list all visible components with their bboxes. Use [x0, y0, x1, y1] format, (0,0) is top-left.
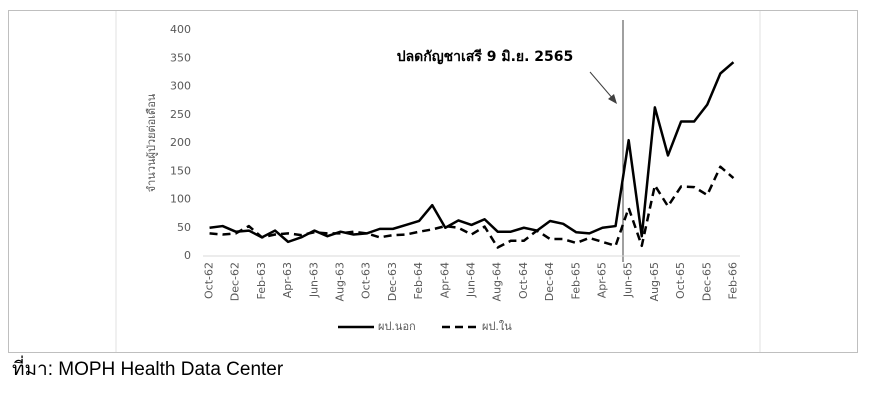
- x-tick-label: Oct-62: [203, 262, 216, 299]
- x-tick-label: Apr-64: [438, 262, 451, 298]
- x-tick-label: Jun-63: [307, 262, 320, 298]
- x-tick-label: Apr-65: [595, 262, 608, 298]
- legend-label: ผป.นอก: [378, 320, 416, 333]
- annotation-arrow: [589, 71, 615, 101]
- x-tick-label: Dec-65: [700, 262, 713, 301]
- x-tick-label: Aug-65: [648, 262, 661, 301]
- y-tick-label: 0: [184, 249, 191, 262]
- source: ที่มา: MOPH Health Data Center: [12, 355, 284, 380]
- arrow-head: [608, 94, 617, 104]
- x-tick-label: Apr-63: [281, 262, 294, 298]
- series-line: [209, 61, 735, 244]
- x-tick-label: Feb-66: [726, 262, 739, 299]
- annotation: ปลดกัญชาเสรี 9 มิ.ย. 2565: [397, 49, 574, 65]
- chart-frame: [8, 10, 858, 353]
- legend-label: ผป.ใน: [482, 320, 512, 333]
- y-axis-label: จำนวนผู้ป่วยต่อเดือน: [145, 93, 158, 192]
- x-tick-label: Aug-63: [334, 262, 347, 301]
- y-tick-label: 250: [170, 108, 191, 121]
- x-tick-label: Oct-65: [674, 262, 687, 299]
- y-tick-label: 200: [170, 136, 191, 149]
- x-tick-label: Jun-64: [465, 262, 478, 298]
- x-tick-label: Oct-64: [517, 262, 530, 299]
- series-line: [209, 165, 735, 249]
- y-tick-label: 300: [170, 80, 191, 93]
- x-tick-label: Feb-64: [412, 262, 425, 299]
- y-tick-label: 50: [177, 221, 191, 234]
- x-tick-label: Jun-65: [622, 262, 635, 298]
- y-tick-label: 100: [170, 193, 191, 206]
- x-tick-label: Dec-62: [229, 262, 242, 301]
- y-tick-label: 150: [170, 164, 191, 177]
- x-tick-label: Dec-63: [386, 262, 399, 301]
- x-tick-label: Oct-63: [360, 262, 373, 299]
- x-tick-label: Feb-65: [569, 262, 582, 299]
- x-tick-label: Aug-64: [491, 262, 504, 301]
- y-tick-label: 350: [170, 51, 191, 64]
- y-tick-label: 400: [170, 23, 191, 36]
- x-tick-label: Feb-63: [255, 262, 268, 299]
- x-tick-label: Dec-64: [543, 262, 556, 301]
